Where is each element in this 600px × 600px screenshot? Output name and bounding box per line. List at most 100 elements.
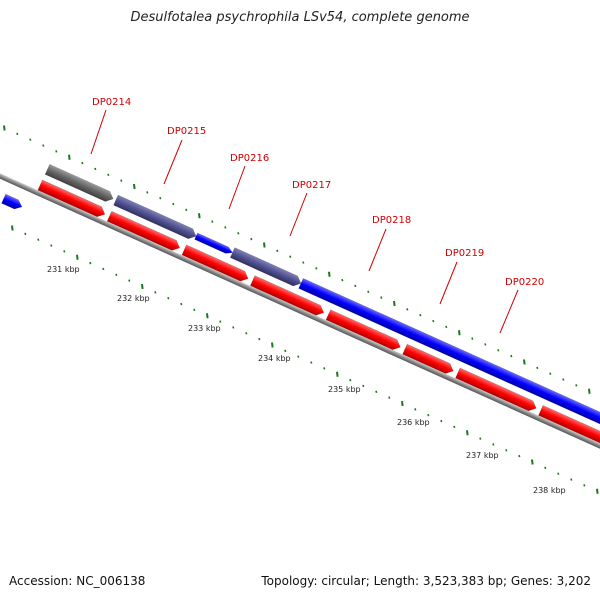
minor-tick: [167, 296, 170, 300]
minor-tick: [419, 313, 422, 317]
minor-tick: [380, 296, 383, 299]
major-tick: [198, 213, 201, 219]
minor-tick: [37, 238, 40, 241]
minor-tick: [484, 343, 487, 346]
map-title: Desulfotalea psychrophila LSv54, complet…: [130, 10, 470, 25]
major-tick: [133, 183, 136, 190]
minor-tick: [81, 161, 84, 165]
major-tick: [531, 459, 534, 465]
minor-tick: [172, 202, 175, 206]
minor-tick: [471, 337, 474, 340]
major-tick: [11, 225, 14, 231]
minor-tick: [414, 408, 417, 411]
feature-tracks: [0, 163, 600, 470]
topology-summary: Topology: circular; Length: 3,523,383 bp…: [261, 574, 591, 588]
minor-tick: [232, 326, 235, 329]
reverse-gene-arrow: [37, 179, 106, 218]
major-tick: [336, 371, 339, 377]
forward-gene-arrow-small: [1, 193, 23, 210]
minor-tick: [510, 354, 513, 358]
minor-tick: [575, 384, 578, 387]
minor-tick: [341, 278, 344, 282]
gene-leader-line: [499, 289, 519, 334]
blended-feature-arrow: [113, 194, 197, 240]
tick-row-bottom: [11, 225, 599, 494]
reverse-gene-arrow: [325, 309, 401, 350]
major-tick: [3, 125, 6, 131]
gene-label: DP0217: [292, 180, 331, 191]
major-tick: [141, 283, 144, 290]
minor-tick: [284, 349, 287, 353]
kbp-label: 235 kbp: [328, 385, 361, 394]
gene-leader-line: [163, 139, 183, 185]
major-tick: [76, 254, 79, 260]
left-feature-lane: [1, 193, 23, 210]
minor-tick: [557, 472, 560, 475]
minor-tick: [432, 319, 435, 323]
minor-tick: [570, 478, 573, 481]
minor-tick: [562, 378, 565, 381]
gene-label: DP0219: [445, 248, 484, 259]
minor-tick: [362, 384, 365, 388]
forward-gene-arrow: [298, 278, 600, 430]
minor-tick: [29, 138, 32, 141]
major-tick: [596, 488, 599, 494]
minor-tick: [94, 167, 97, 171]
minor-tick: [50, 244, 53, 247]
gene-leader-line: [289, 192, 308, 237]
gene-label: DP0218: [372, 215, 411, 226]
major-tick: [328, 271, 331, 277]
reverse-gene-arrow: [181, 244, 249, 282]
forward-gene-arrow: [194, 232, 233, 254]
major-tick: [393, 300, 396, 307]
minor-tick: [154, 291, 157, 294]
genome-backbone: [0, 169, 600, 470]
major-tick: [523, 359, 526, 365]
major-tick: [206, 313, 209, 319]
major-tick: [466, 430, 469, 436]
gene-leader-line: [90, 109, 107, 155]
minor-tick: [549, 372, 552, 375]
major-tick: [458, 330, 461, 336]
minor-tick: [349, 378, 352, 382]
minor-tick: [245, 332, 248, 335]
minor-tick: [497, 349, 500, 352]
minor-tick: [159, 196, 162, 200]
minor-tick: [297, 355, 300, 358]
minor-tick: [102, 267, 105, 271]
minor-tick: [250, 237, 253, 241]
gene-leader-line: [228, 165, 246, 210]
minor-tick: [310, 361, 313, 364]
minor-tick: [505, 449, 508, 452]
gene-label: DP0214: [92, 97, 131, 108]
minor-tick: [302, 261, 305, 264]
forward-strand-lane: [44, 163, 600, 430]
reverse-gene-arrow: [250, 275, 325, 316]
gene-label: DP0216: [230, 153, 269, 164]
minor-tick: [193, 308, 196, 312]
minor-tick: [120, 179, 123, 182]
minor-tick: [63, 250, 66, 253]
kbp-label: 231 kbp: [47, 265, 80, 274]
minor-tick: [367, 290, 370, 294]
minor-tick: [354, 284, 357, 288]
minor-tick: [323, 367, 326, 370]
minor-tick: [440, 419, 443, 423]
kbp-label: 237 kbp: [466, 451, 499, 460]
minor-tick: [388, 396, 391, 399]
minor-tick: [128, 279, 131, 282]
kbp-label: 232 kbp: [117, 294, 150, 303]
reverse-gene-arrow: [455, 367, 537, 412]
minor-tick: [518, 454, 521, 458]
blended-feature-arrow: [229, 247, 302, 287]
minor-tick: [146, 191, 149, 194]
minor-tick: [258, 337, 261, 341]
gene-label: DP0215: [167, 126, 206, 137]
minor-tick: [237, 232, 240, 235]
minor-tick: [107, 173, 110, 177]
minor-tick: [427, 413, 430, 417]
minor-tick: [492, 443, 495, 446]
gene-leader-line: [439, 261, 458, 305]
minor-tick: [219, 320, 222, 323]
